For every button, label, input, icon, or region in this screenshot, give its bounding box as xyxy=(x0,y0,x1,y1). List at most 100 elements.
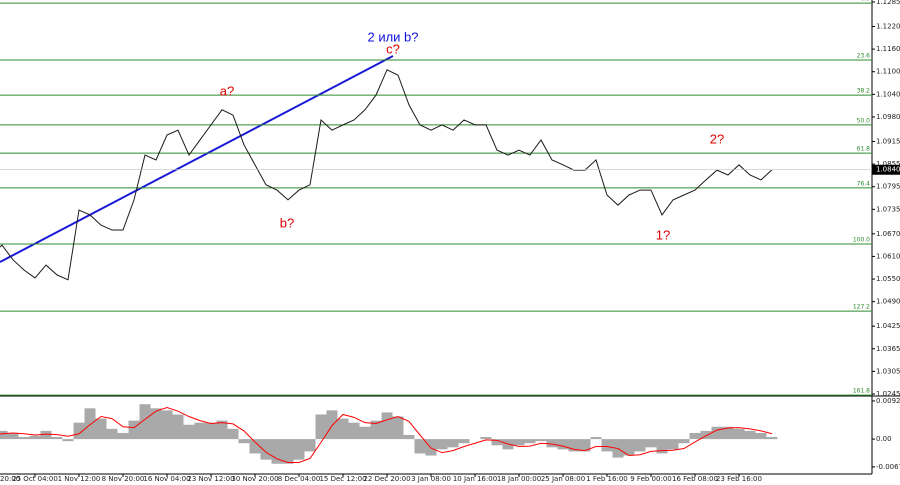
histogram-bar xyxy=(711,426,723,440)
histogram-bar xyxy=(392,416,404,440)
histogram-bar xyxy=(381,412,393,440)
histogram-bar xyxy=(326,410,338,440)
histogram-bar xyxy=(95,418,107,440)
histogram-bar xyxy=(249,439,261,454)
wave-label: a? xyxy=(220,83,234,98)
y-tick-label: 1.0735 xyxy=(876,205,900,213)
histogram-bar xyxy=(722,426,734,440)
histogram-bar xyxy=(315,414,327,440)
histogram-bar xyxy=(194,422,206,440)
x-tick-label: 18 Jan 00:00 xyxy=(497,475,541,483)
x-tick-label: 25 Oct 04:00 xyxy=(12,475,58,483)
histogram-bar xyxy=(678,439,690,444)
signal-line xyxy=(0,406,773,464)
histogram-bar xyxy=(260,439,272,460)
histogram-bar xyxy=(513,439,525,446)
histogram-bar xyxy=(139,404,151,440)
last-price-box xyxy=(872,164,900,175)
y-tick-label: 0.00 xyxy=(876,435,892,443)
histogram-bar xyxy=(304,439,316,452)
histogram-bar xyxy=(436,439,448,450)
main-panel xyxy=(0,0,872,396)
histogram-bar xyxy=(18,437,30,440)
histogram-bar xyxy=(667,439,679,450)
fib-level-label: 38.2 xyxy=(857,88,871,95)
y-tick-label: 1.0670 xyxy=(876,230,900,238)
histogram-bar xyxy=(557,439,569,450)
histogram-bar xyxy=(172,414,184,440)
y-tick-label: 1.0365 xyxy=(876,345,900,353)
histogram-bar xyxy=(480,437,492,440)
histogram-bar xyxy=(491,439,503,446)
histogram-bar xyxy=(227,428,239,440)
histogram-bar xyxy=(7,432,19,440)
histogram-bar xyxy=(546,439,558,448)
histogram-bar xyxy=(623,439,635,456)
x-tick-label: 30 Nov 20:00 xyxy=(231,475,278,483)
histogram-bar xyxy=(238,439,250,444)
x-tick-label: 8 Nov 20:00 xyxy=(102,475,145,483)
y-tick-label: 1.1160 xyxy=(876,45,900,53)
histogram-bar xyxy=(40,430,52,440)
y-tick-label: 1.0425 xyxy=(876,322,900,330)
y-tick-label: 1.0305 xyxy=(876,367,900,375)
histogram-bar xyxy=(51,437,63,440)
y-tick-label: 1.0795 xyxy=(876,183,900,191)
histogram-bar xyxy=(359,426,371,440)
histogram-bar xyxy=(403,435,415,440)
x-tick-label: 22 Dec 20:00 xyxy=(363,475,410,483)
histogram-bar xyxy=(733,428,745,440)
y-tick-label: 1.0915 xyxy=(876,137,900,145)
histogram-bar xyxy=(271,439,283,464)
last-price-label: 1.0840 xyxy=(876,166,900,174)
histogram-bar xyxy=(535,439,547,442)
histogram-bar xyxy=(524,439,536,444)
trend-line xyxy=(0,55,394,263)
histogram-bar xyxy=(689,432,701,440)
x-tick-label: 1 Nov 12:00 xyxy=(58,475,101,483)
x-tick-label: 15 Dec 12:00 xyxy=(319,475,366,483)
y-tick-label: 1.0245 xyxy=(876,390,900,398)
fib-level-label: 23.6 xyxy=(857,53,871,60)
histogram-bar xyxy=(106,428,118,440)
y-tick-label: -0.00677 xyxy=(876,463,900,471)
histogram-bar xyxy=(568,439,580,452)
wave-label: b? xyxy=(280,215,294,230)
histogram-bar xyxy=(766,437,778,440)
histogram-bar xyxy=(458,439,470,444)
wave-label: 2? xyxy=(710,131,724,146)
y-tick-label: 1.1285 xyxy=(876,0,900,6)
x-tick-label: 16 Nov 04:00 xyxy=(143,475,190,483)
histogram-bar xyxy=(700,430,712,440)
y-tick-label: 1.1040 xyxy=(876,90,900,98)
x-tick-label: 16 Feb 08:00 xyxy=(672,475,718,483)
x-tick-label: 25 Jan 08:00 xyxy=(541,475,585,483)
fib-level-label: 61.8 xyxy=(857,146,871,153)
histogram-bar xyxy=(656,439,668,454)
histogram-bar xyxy=(73,422,85,440)
histogram-bar xyxy=(337,418,349,440)
y-tick-label: 1.1220 xyxy=(876,23,900,31)
histogram-bar xyxy=(634,439,646,452)
x-tick-label: 3 Jan 08:00 xyxy=(411,475,451,483)
x-tick-label: 20:00 xyxy=(0,475,20,483)
wave-label: c? xyxy=(386,41,400,56)
fib-level-label: 161.8 xyxy=(853,388,870,395)
y-tick-label: 1.0610 xyxy=(876,252,900,260)
histogram-bar xyxy=(128,420,140,440)
histogram-bar xyxy=(0,430,8,440)
y-tick-label: 1.0980 xyxy=(876,113,900,121)
wave-label: 2 или b? xyxy=(367,29,418,44)
histogram-bar xyxy=(348,422,360,440)
histogram-bar xyxy=(579,439,591,452)
histogram-bar xyxy=(447,439,459,448)
histogram-bar xyxy=(425,439,437,456)
x-tick-label: 10 Jan 16:00 xyxy=(453,475,497,483)
x-tick-label: 9 Feb 00:00 xyxy=(630,475,671,483)
fib-level-label: 127.2 xyxy=(853,304,870,311)
y-tick-label: 1.0855 xyxy=(876,160,900,168)
fib-level-label: 50.0 xyxy=(857,117,871,124)
histogram-bar xyxy=(29,435,41,440)
wave-label: 1? xyxy=(656,227,670,242)
